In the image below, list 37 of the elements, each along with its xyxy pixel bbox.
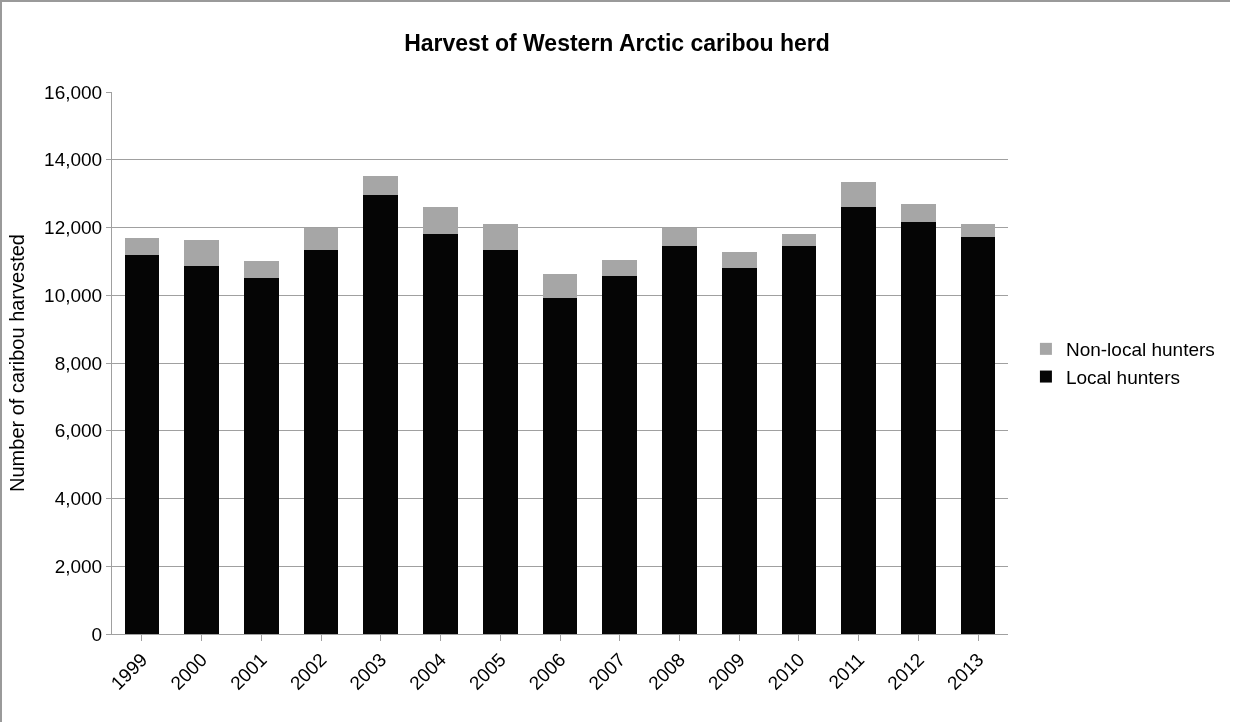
bar xyxy=(901,221,936,634)
y-tick-label: 6,000 xyxy=(54,420,103,442)
bar xyxy=(423,233,458,634)
bar xyxy=(781,233,817,247)
y-axis-title: Number of caribou harvested xyxy=(5,234,28,492)
y-tick-label: 4,000 xyxy=(54,488,103,510)
bar xyxy=(662,246,697,634)
legend-label: Non-local hunters xyxy=(1065,339,1215,361)
bar xyxy=(841,206,876,634)
bar xyxy=(184,240,219,266)
bar xyxy=(721,251,757,269)
bar xyxy=(721,268,757,634)
bar xyxy=(184,265,219,634)
bar xyxy=(960,236,996,634)
bar xyxy=(602,259,638,276)
y-tick-label: 8,000 xyxy=(54,352,103,374)
chart-title: Harvest of Western Arctic caribou herd xyxy=(404,29,830,56)
bar xyxy=(124,255,160,634)
bar xyxy=(841,182,876,207)
y-tick-label: 12,000 xyxy=(44,217,103,239)
y-tick-label: 0 xyxy=(91,623,103,645)
y-tick-label: 14,000 xyxy=(44,149,103,171)
y-tick-label: 2,000 xyxy=(54,555,103,577)
legend-label: Local hunters xyxy=(1065,366,1180,388)
bar xyxy=(363,176,399,195)
y-tick-label: 16,000 xyxy=(44,81,103,103)
bar xyxy=(602,275,638,634)
bar xyxy=(124,238,160,256)
bar xyxy=(363,194,399,634)
bar xyxy=(244,277,279,634)
bar xyxy=(303,250,339,634)
y-tick-label: 10,000 xyxy=(44,284,103,306)
bar xyxy=(901,204,936,222)
bar xyxy=(781,246,817,634)
bar xyxy=(542,297,578,634)
bar xyxy=(482,250,518,634)
bar xyxy=(244,261,279,278)
